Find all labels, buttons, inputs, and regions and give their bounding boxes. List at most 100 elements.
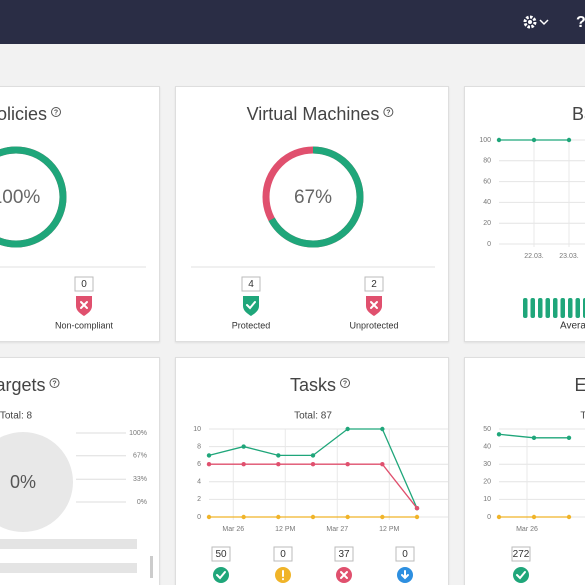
- count-box: [273, 546, 293, 562]
- badge: [213, 567, 229, 583]
- donut-label: 100%: [0, 187, 40, 208]
- widget-canvas: Tasks ? Total: 87 0 2 4 6 8 10 Mar 26 12 PM Mar 27 1…: [193, 375, 448, 583]
- widget-title: Targets: [0, 375, 46, 395]
- x-tick-label: 22.03.: [524, 253, 544, 260]
- scale-label: 67%: [133, 453, 147, 460]
- data-point: [241, 462, 246, 467]
- status-icon: [243, 296, 259, 316]
- count-value: 0: [81, 279, 87, 290]
- data-point: [241, 514, 246, 520]
- data-point: [414, 514, 420, 520]
- y-tick-label: 0: [487, 241, 491, 248]
- data-point: [310, 514, 316, 520]
- y-tick-label: 0: [197, 514, 201, 521]
- history-bar: [538, 298, 543, 318]
- history-bar: [523, 298, 528, 318]
- widget-card: Policies? 100% 0 Non-compliant: [0, 86, 160, 342]
- x-tick-label: Mar 26: [222, 526, 244, 533]
- data-point: [496, 432, 502, 437]
- cross-glyph: [80, 301, 88, 309]
- data-point: [345, 514, 350, 520]
- widget-card: Tasks? Total: 87 0 2 4 6 8 10 Mar 26 12 PM Mar 27 1…: [175, 357, 449, 585]
- y-tick-label: 30: [483, 461, 491, 468]
- history-bar: [560, 298, 565, 318]
- widget-canvas: Policies? 100% 0 Non-compliant: [0, 104, 146, 330]
- help-button[interactable]: ?: [576, 14, 585, 31]
- count-box: [511, 546, 531, 562]
- count-value: 50: [215, 549, 227, 560]
- donut-arc: [262, 146, 364, 248]
- count-box: [74, 276, 94, 292]
- pie-background: [0, 432, 73, 532]
- widget-title: Policies: [0, 104, 47, 124]
- status-icon: [275, 567, 291, 583]
- data-point: [276, 453, 281, 458]
- total-label: Total: 8: [0, 411, 33, 422]
- data-point: [206, 453, 212, 458]
- history-bar: [575, 298, 580, 318]
- y-tick-label: 4: [197, 479, 201, 486]
- data-point: [345, 462, 350, 467]
- y-tick-label: 40: [483, 443, 491, 450]
- donut-label: 67%: [294, 187, 332, 208]
- y-tick-label: 10: [193, 426, 201, 433]
- donut-arc: [0, 146, 67, 248]
- data-point: [241, 444, 246, 449]
- data-point: [496, 514, 502, 520]
- down-glyph: [401, 570, 409, 580]
- x-tick-label: Mar 26: [516, 526, 538, 533]
- series-line: [209, 463, 418, 509]
- badge: [513, 567, 529, 583]
- data-point: [496, 137, 502, 143]
- y-tick-label: 0: [487, 514, 491, 521]
- y-tick-label: 10: [483, 496, 491, 503]
- cross-glyph: [340, 571, 348, 579]
- y-tick-label: 100: [479, 137, 491, 144]
- x-tick-label: Mar 27: [326, 526, 348, 533]
- status-icon: [366, 296, 382, 316]
- top-bar: ?: [0, 0, 585, 44]
- y-tick-label: 20: [483, 220, 491, 227]
- status-icon: [397, 567, 413, 583]
- y-tick-label: 20: [483, 479, 491, 486]
- history-bar: [545, 298, 550, 318]
- y-tick-label: 8: [197, 443, 201, 450]
- x-tick-label: 12 PM: [379, 526, 399, 533]
- widget-title: Events: [574, 375, 585, 395]
- settings-button[interactable]: [523, 15, 549, 29]
- history-bar: [553, 298, 558, 318]
- data-point: [566, 435, 572, 440]
- count-value: 0: [280, 549, 286, 560]
- widget-card: Virtual Machines? 67% 4 Protected 2 Unprotect…: [175, 86, 449, 342]
- top-bar-icons: ?: [523, 14, 585, 31]
- data-point: [276, 514, 281, 520]
- data-point: [276, 462, 281, 467]
- help-icon-glyph: ?: [343, 380, 347, 387]
- count-box: [211, 546, 231, 562]
- scrollbar: [150, 556, 153, 578]
- help-icon: [340, 378, 351, 388]
- help-icon: [383, 107, 394, 117]
- data-point: [345, 426, 350, 432]
- help-icon-glyph: ?: [386, 109, 390, 116]
- y-tick-label: 2: [197, 496, 201, 503]
- data-point: [380, 462, 385, 467]
- data-point: [380, 426, 385, 432]
- count-box: [395, 546, 415, 562]
- check-glyph: [516, 571, 526, 580]
- data-point: [310, 453, 316, 458]
- widget-title: Backup: [572, 104, 585, 124]
- status-label: Unprotected: [349, 320, 398, 330]
- cross-glyph: [370, 301, 378, 309]
- widget-card: Targets? Total: 8 0% 100% 67% 33% 0%: [0, 357, 160, 585]
- count-value: 2: [371, 279, 377, 290]
- status-icon: [513, 567, 529, 583]
- history-bar: [568, 298, 573, 318]
- count-value: 37: [338, 549, 350, 560]
- total-label: Total: 272: [580, 411, 585, 422]
- data-point: [531, 435, 537, 440]
